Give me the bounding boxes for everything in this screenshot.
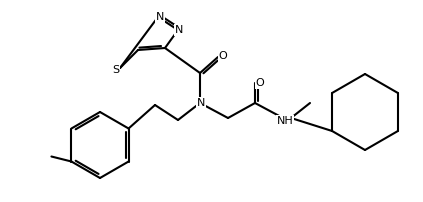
Text: N: N — [156, 12, 164, 22]
Text: N: N — [175, 25, 183, 35]
Text: NH: NH — [277, 116, 294, 126]
Text: N: N — [197, 98, 205, 108]
Text: O: O — [219, 51, 228, 61]
Text: O: O — [255, 78, 264, 88]
Text: S: S — [113, 65, 120, 75]
